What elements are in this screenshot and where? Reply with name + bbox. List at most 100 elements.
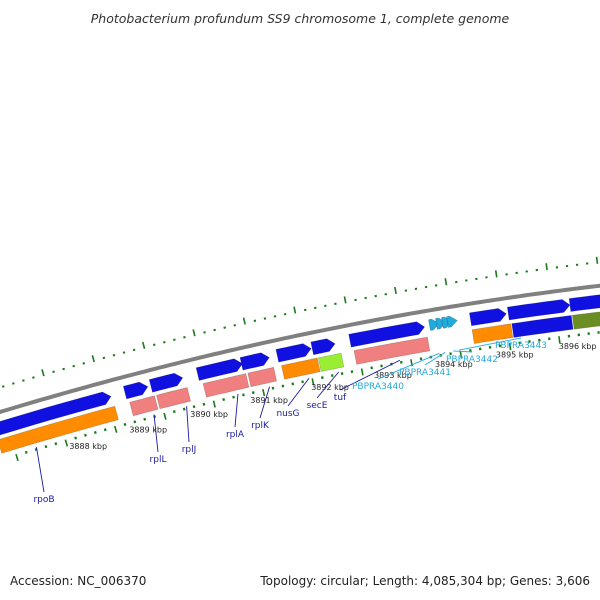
gene-label-pbpra3440[interactable]: PBPRA3440 <box>352 382 404 392</box>
gene-leader-line <box>259 386 270 419</box>
inner-tick-mark <box>311 378 315 386</box>
outer-tick-ring <box>1 256 599 388</box>
inner-tick-mark <box>321 376 324 380</box>
chromosome-backbone <box>0 283 600 415</box>
small-gene-arrow <box>446 315 458 328</box>
gene-leader-line <box>316 371 340 399</box>
gene-label-pbpra3443[interactable]: PBPRA3443 <box>495 341 547 351</box>
inner-tick-mark <box>44 445 48 449</box>
inner-tick-mark <box>24 450 28 454</box>
inner-tick-mark <box>123 422 127 426</box>
outer-tick-mark <box>32 376 35 379</box>
gene-block-forward <box>122 381 149 400</box>
inner-tick-mark <box>192 405 196 409</box>
gene-leader-line <box>234 393 239 428</box>
accession-text: Accession: NC_006370 <box>10 574 146 588</box>
inner-tick-mark <box>251 391 255 395</box>
scale-labels: 3888 kbp 3889 kbp 3890 kbp 3891 kbp 3892 kbp… <box>69 342 596 451</box>
gene-block-secondary <box>129 395 159 417</box>
inner-tick-mark <box>74 436 78 440</box>
inner-tick-mark <box>113 425 118 433</box>
gene-block-forward <box>0 391 112 436</box>
inner-tick-mark <box>202 402 206 406</box>
outer-tick-mark <box>132 348 136 352</box>
gene-label-rplk[interactable]: rplK <box>251 421 270 431</box>
scale-label: 3890 kbp <box>190 410 228 419</box>
inner-tick-mark <box>232 395 235 399</box>
inner-tick-mark <box>54 442 58 446</box>
inner-tick-mark <box>291 382 295 386</box>
outer-tick-mark <box>122 351 126 354</box>
scale-label: 3891 kbp <box>250 396 288 405</box>
inner-tick-mark <box>281 384 285 388</box>
gene-leader-line <box>339 359 401 391</box>
gene-feature-track <box>0 294 600 454</box>
gene-label-pbpra3441[interactable]: PBPRA3441 <box>399 368 451 378</box>
gene-leader-line <box>424 351 446 366</box>
gene-leader-line <box>377 352 440 380</box>
inner-tick-mark <box>64 439 69 447</box>
inner-tick-mark <box>103 428 107 432</box>
outer-tick-mark <box>142 341 146 349</box>
gene-leader-line <box>459 337 522 351</box>
gene-block-forward <box>506 299 571 321</box>
inner-tick-mark <box>133 420 137 424</box>
inner-tick-mark <box>34 447 38 451</box>
outer-tick-mark <box>192 329 196 337</box>
outer-tick-mark <box>112 353 116 357</box>
outer-tick-mark <box>494 270 498 278</box>
inner-tick-mark <box>222 398 226 401</box>
backbone-line <box>0 283 600 415</box>
gene-labels: rpoB rplL rplJ rplA rplK nusG secE tuf PBPRA3440… <box>33 337 547 505</box>
gene-leader-line <box>453 350 473 353</box>
inner-tick-mark <box>93 431 97 435</box>
outer-tick-mark <box>343 296 347 304</box>
gene-label-pbpra3442[interactable]: PBPRA3442 <box>446 355 498 365</box>
genome-summary-text: Topology: circular; Length: 4,085,304 bp… <box>259 574 590 588</box>
gene-label-tuf[interactable]: tuf <box>334 393 347 403</box>
gene-block-secondary <box>202 373 250 398</box>
map-title: Photobacterium profundum SS9 chromosome … <box>91 11 510 26</box>
gene-block-secondary <box>317 352 345 372</box>
outer-tick-mark <box>293 306 297 314</box>
gene-block-forward <box>469 308 507 327</box>
inner-tick-mark <box>143 417 147 421</box>
scale-label: 3889 kbp <box>129 426 167 435</box>
outer-tick-mark <box>242 317 246 325</box>
gene-label-rpla[interactable]: rplA <box>226 430 245 440</box>
scale-label: 3893 kbp <box>374 371 412 380</box>
inner-tick-mark <box>459 350 463 358</box>
inner-tick-mark <box>84 433 87 437</box>
scale-label: 3894 kbp <box>435 360 473 369</box>
inner-tick-mark <box>301 380 304 384</box>
gene-label-rplj[interactable]: rplJ <box>182 445 197 455</box>
gene-block-secondary <box>353 336 431 365</box>
inner-tick-mark <box>508 343 512 351</box>
outer-tick-mark <box>595 256 599 264</box>
inner-tick-mark <box>15 453 19 462</box>
outer-tick-mark <box>102 356 106 360</box>
gene-label-sece[interactable]: secE <box>307 401 328 411</box>
gene-block-secondary <box>511 315 574 338</box>
gene-block-forward <box>348 321 426 348</box>
outer-tick-mark <box>11 382 15 385</box>
outer-tick-mark <box>52 370 55 374</box>
gene-label-nusg[interactable]: nusG <box>276 409 299 419</box>
gene-block-forward <box>148 372 184 393</box>
outer-tick-mark <box>444 278 448 286</box>
inner-tick-mark <box>558 336 561 344</box>
gene-leader-line <box>36 446 45 493</box>
outer-tick-mark <box>394 286 397 295</box>
gene-label-rpob[interactable]: rpoB <box>33 495 54 505</box>
outer-tick-mark <box>82 362 86 365</box>
gene-block-secondary <box>281 357 321 380</box>
gene-block-secondary <box>0 405 119 454</box>
gene-label-rpll[interactable]: rplL <box>150 455 167 465</box>
gene-leader-line <box>186 406 190 443</box>
inner-tick-mark <box>360 368 364 376</box>
outer-tick-mark <box>41 369 45 377</box>
outer-tick-mark <box>22 379 25 382</box>
outer-tick-mark <box>91 355 96 363</box>
inner-tick-mark <box>262 389 266 397</box>
